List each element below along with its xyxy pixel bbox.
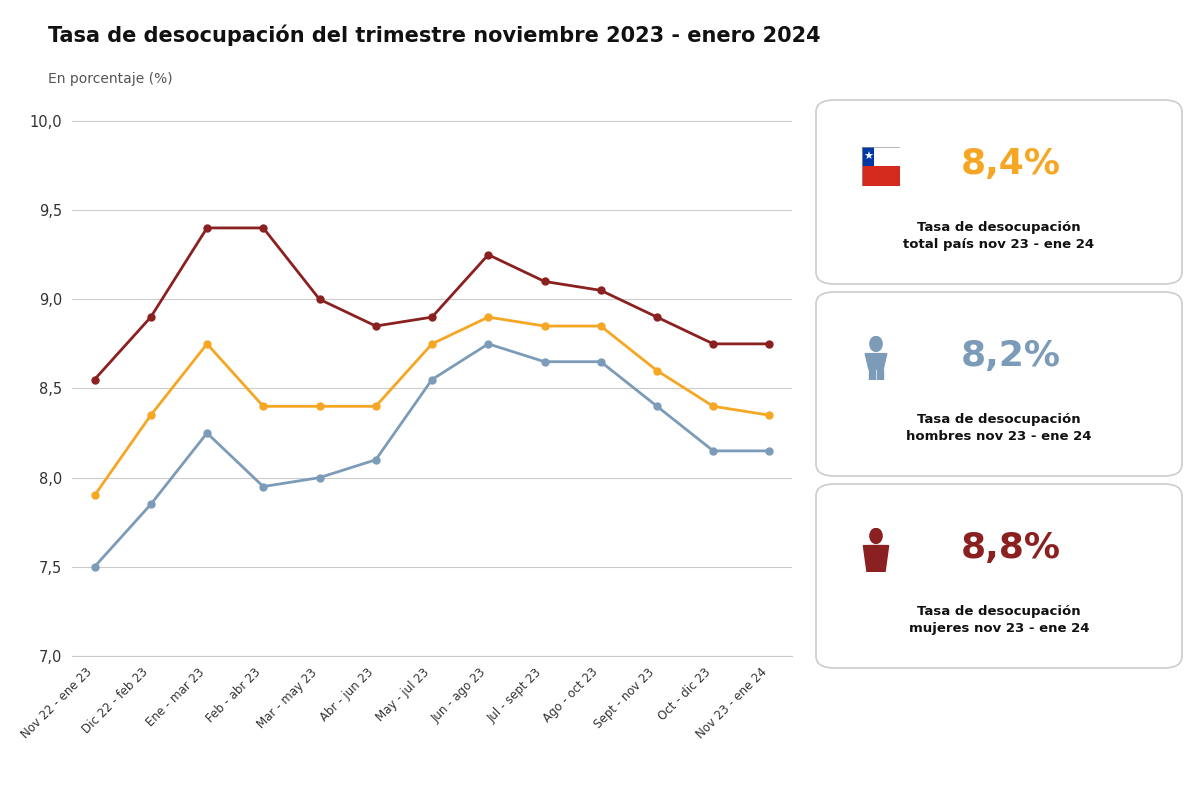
- Polygon shape: [869, 369, 875, 380]
- Polygon shape: [864, 546, 888, 572]
- Text: Tasa de desocupación
mujeres nov 23 - ene 24: Tasa de desocupación mujeres nov 23 - en…: [908, 605, 1090, 635]
- Polygon shape: [869, 546, 883, 555]
- Bar: [875, 147, 900, 166]
- Bar: [862, 147, 875, 166]
- Text: 8,8%: 8,8%: [961, 531, 1061, 565]
- Text: Tasa de desocupación
hombres nov 23 - ene 24: Tasa de desocupación hombres nov 23 - en…: [906, 413, 1092, 443]
- Polygon shape: [865, 354, 887, 369]
- Circle shape: [870, 337, 882, 351]
- Bar: [862, 166, 900, 186]
- Bar: [72, 594, 792, 654]
- Polygon shape: [877, 369, 883, 380]
- Text: 8,4%: 8,4%: [961, 147, 1061, 181]
- Text: Tasa de desocupación del trimestre noviembre 2023 - enero 2024: Tasa de desocupación del trimestre novie…: [48, 24, 821, 46]
- Text: Tasa de desocupación
total país nov 23 - ene 24: Tasa de desocupación total país nov 23 -…: [904, 221, 1094, 251]
- Circle shape: [870, 529, 882, 543]
- Text: ★: ★: [863, 152, 872, 162]
- Text: En porcentaje (%): En porcentaje (%): [48, 72, 173, 86]
- Text: 8,2%: 8,2%: [961, 339, 1061, 373]
